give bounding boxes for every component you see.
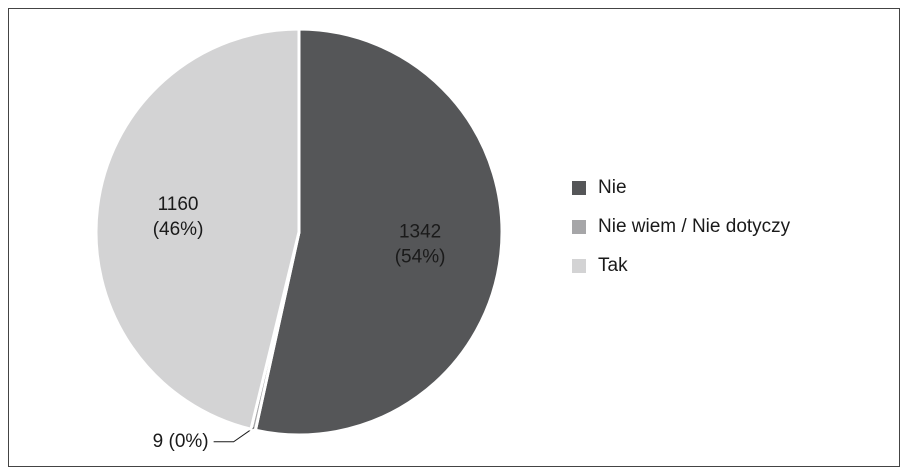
legend-swatch <box>572 181 586 195</box>
slice-label: 1160 <box>158 194 199 215</box>
slice-label: (46%) <box>153 219 204 240</box>
legend-label: Tak <box>598 255 628 276</box>
legend-label: Nie <box>598 177 627 198</box>
pie-slice <box>253 27 504 437</box>
slice-label: 1342 <box>399 222 441 243</box>
leader-line <box>213 427 254 443</box>
legend-label: Nie wiem / Nie dotyczy <box>598 216 791 237</box>
slice-label: (54%) <box>395 247 446 268</box>
slice-label: 9 (0%) <box>153 431 209 452</box>
legend-swatch <box>572 259 586 273</box>
pie-slice <box>94 27 301 432</box>
legend-swatch <box>572 220 586 234</box>
